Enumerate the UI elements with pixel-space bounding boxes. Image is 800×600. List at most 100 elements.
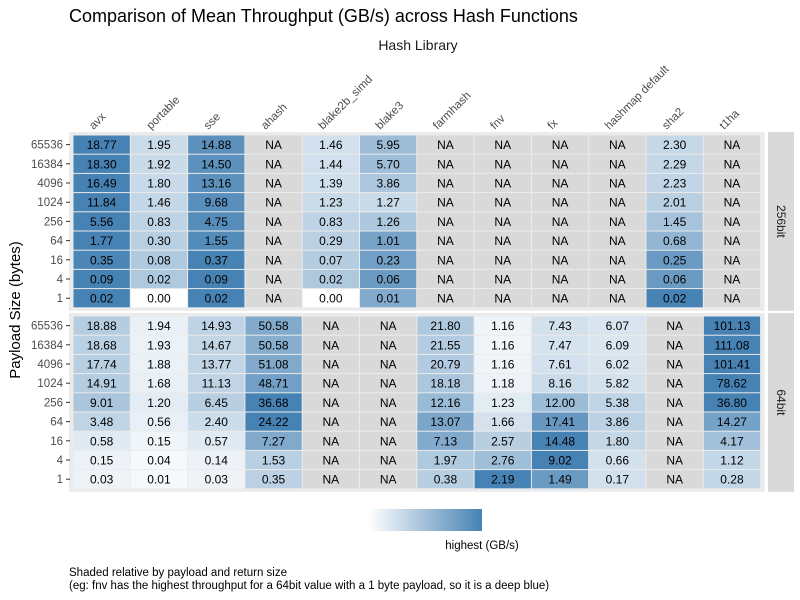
cell-value: NA (323, 319, 340, 333)
heatmap-cell (417, 412, 474, 431)
heatmap-cell (531, 393, 589, 412)
heatmap-cell (130, 231, 188, 250)
heatmap-cell (589, 450, 646, 470)
cell-value: 21.80 (430, 319, 460, 333)
heatmap-cell (589, 269, 646, 289)
row-label: 65536 (31, 321, 63, 333)
heatmap-cell (646, 431, 703, 450)
cell-value: 18.88 (87, 319, 117, 333)
heatmap-cell (703, 470, 761, 489)
panels: 18.77 1.95 14.88 NA 1.46 5.95 NA NA NA NA 2.30 NA 65… (31, 132, 794, 492)
heatmap-cell (474, 470, 531, 489)
panel-256bit: 18.77 1.95 14.88 NA 1.46 5.95 NA NA NA NA 2.30 NA 65… (31, 132, 794, 311)
cell-value: 36.80 (717, 396, 747, 410)
row-label: 256 (44, 216, 63, 228)
heatmap-cell (703, 135, 761, 154)
heatmap-cell (703, 154, 761, 173)
cell-value: 1.01 (376, 234, 400, 248)
heatmap-cell (245, 316, 302, 335)
chart-title: Comparison of Mean Throughput (GB/s) acr… (69, 6, 578, 26)
cell-value: NA (724, 196, 741, 210)
cell-value: 1.46 (319, 138, 343, 152)
cell-value: NA (437, 215, 454, 229)
cell-value: 20.79 (430, 358, 460, 372)
cell-value: 2.76 (491, 454, 515, 468)
heatmap-cell (73, 193, 130, 212)
heatmap-cell (130, 154, 188, 173)
heatmap-cell (188, 431, 245, 450)
heatmap-cell (703, 412, 761, 431)
cell-value: NA (437, 234, 454, 248)
heatmap-cell (417, 154, 474, 173)
cell-value: NA (380, 358, 397, 372)
cell-value: 1.46 (147, 196, 171, 210)
heatmap-cell (474, 173, 531, 193)
cell-value: NA (380, 415, 397, 429)
cell-value: 48.71 (259, 377, 289, 391)
heatmap-cell (130, 289, 188, 308)
cell-value: 14.88 (201, 138, 231, 152)
cell-value: NA (609, 177, 626, 191)
panel-strip-label: 256bit (774, 205, 788, 238)
heatmap-cell (417, 431, 474, 450)
row-label: 1024 (37, 197, 63, 209)
cell-value: NA (437, 157, 454, 171)
cell-value: 3.86 (376, 177, 400, 191)
heatmap-cell (73, 173, 130, 193)
heatmap-cell (360, 173, 417, 193)
column-label: fnv (488, 113, 508, 133)
column-label: sse (202, 111, 223, 132)
cell-value: 3.86 (606, 415, 630, 429)
column-label: avx (87, 111, 108, 132)
heatmap-cell (130, 335, 188, 354)
cell-value: 7.27 (262, 434, 286, 448)
cell-value: 1.16 (491, 358, 515, 372)
heatmap-cell (360, 450, 417, 470)
cell-value: NA (437, 177, 454, 191)
heatmap-cell (130, 470, 188, 489)
cell-value: 2.01 (663, 196, 687, 210)
heatmap-cell (188, 289, 245, 308)
heatmap-cell (417, 289, 474, 308)
cell-value: 5.82 (606, 377, 630, 391)
heatmap-cell (73, 431, 130, 450)
cell-value: 11.13 (202, 377, 231, 391)
cell-value: NA (494, 253, 511, 267)
cell-value: 50.58 (259, 338, 289, 352)
cell-value: 0.03 (90, 473, 114, 487)
cell-value: NA (609, 273, 626, 287)
heatmap-cell (130, 250, 188, 269)
cell-value: NA (724, 215, 741, 229)
cell-value: NA (552, 177, 569, 191)
heatmap-cell (531, 193, 589, 212)
heatmap-cell (589, 193, 646, 212)
column-label: blake3 (374, 100, 406, 132)
column-label: sha2 (660, 106, 686, 132)
cell-value: 21.55 (430, 338, 460, 352)
cell-value: NA (609, 138, 626, 152)
heatmap-cell (646, 193, 703, 212)
cell-value: 111.08 (714, 338, 749, 352)
cell-value: 11.84 (87, 196, 116, 210)
heatmap-cell (474, 135, 531, 154)
heatmap-cell (589, 250, 646, 269)
heatmap-cell (188, 354, 245, 374)
cell-value: 14.27 (717, 415, 747, 429)
cell-value: 0.37 (205, 253, 229, 267)
cell-value: NA (323, 377, 340, 391)
cell-value: 0.09 (205, 273, 229, 287)
heatmap-cell (130, 354, 188, 374)
cell-value: 0.02 (205, 292, 229, 306)
cell-value: NA (265, 177, 282, 191)
heatmap-cell (188, 316, 245, 335)
row-label: 65536 (31, 140, 63, 152)
heatmap-cell (417, 393, 474, 412)
cell-value: NA (666, 415, 683, 429)
heatmap-cell (188, 212, 245, 231)
cell-value: NA (494, 196, 511, 210)
heatmap-cell (531, 316, 589, 335)
cell-value: NA (666, 319, 683, 333)
heatmap-cell (73, 250, 130, 269)
row-label: 256 (44, 397, 63, 409)
